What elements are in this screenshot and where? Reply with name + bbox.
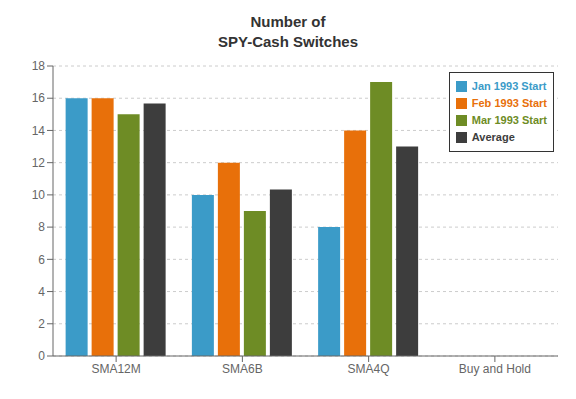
svg-text:2: 2 (38, 317, 45, 331)
svg-text:18: 18 (32, 59, 46, 73)
html-text:Feb 1993 Start: Feb 1993 Start (471, 97, 547, 109)
html-text:Number of SPY-Cash Switches: Number of SPY-Cash Switches (218, 13, 358, 50)
svg-text:SMA4Q: SMA4Q (348, 362, 390, 376)
svg-text:SMA6B: SMA6B (222, 362, 263, 376)
svg-text:Buy and Hold: Buy and Hold (459, 362, 531, 376)
svg-text:16: 16 (32, 91, 46, 105)
html-text:Mar 1993 Start: Mar 1993 Start (471, 114, 547, 126)
svg-text:4: 4 (38, 285, 45, 299)
svg-text:12: 12 (32, 156, 46, 170)
html-text:Average: Average (471, 131, 515, 143)
html-text:Jan 1993 Start: Jan 1993 Start (471, 80, 547, 92)
svg-text:8: 8 (38, 220, 45, 234)
svg-text:14: 14 (32, 124, 46, 138)
svg-text:10: 10 (32, 188, 46, 202)
svg-text:0: 0 (38, 349, 45, 363)
svg-text:SMA12M: SMA12M (91, 362, 140, 376)
svg-text:6: 6 (38, 253, 45, 267)
